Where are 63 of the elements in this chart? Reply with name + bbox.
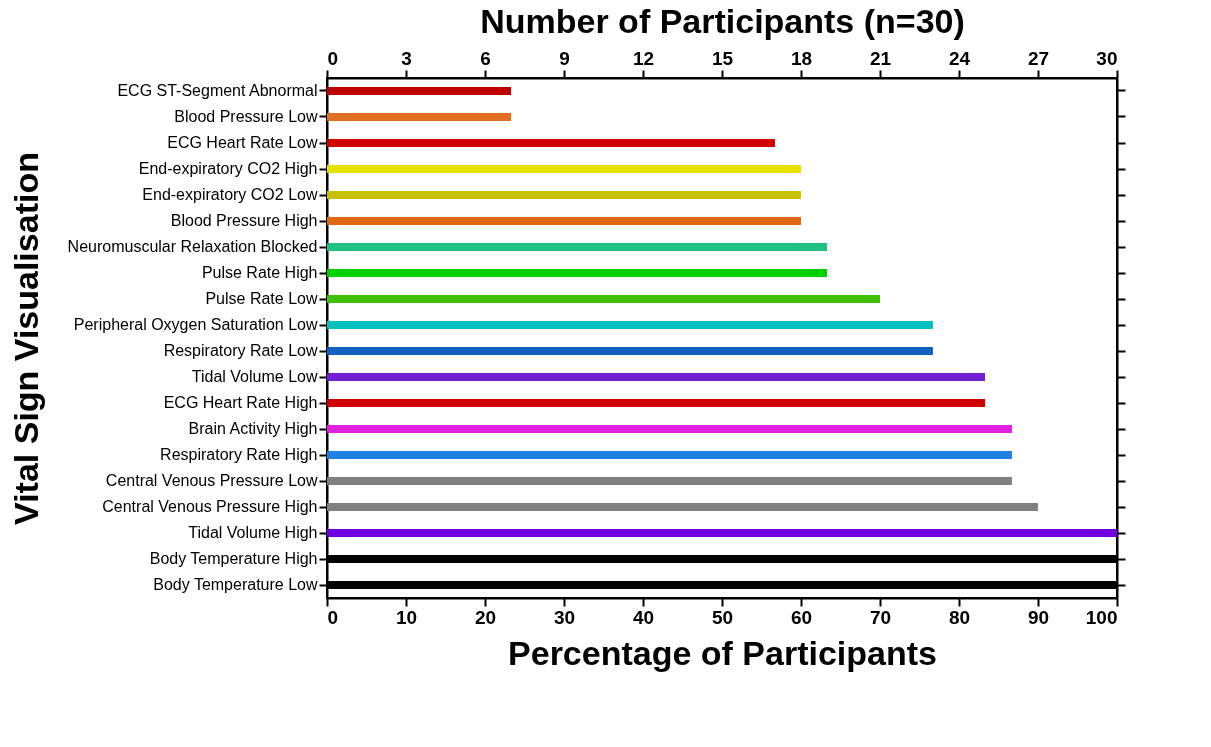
- y-tick-label: Tidal Volume High: [188, 524, 318, 541]
- y-tick-label: End-expiratory CO2 Low: [142, 186, 318, 203]
- x2-tick-label: 9: [559, 47, 570, 69]
- y-tick-label: Pulse Rate High: [201, 264, 318, 281]
- y-tick-label: Tidal Volume Low: [191, 368, 318, 385]
- y-tick-label: ECG Heart Rate High: [163, 394, 318, 411]
- y-tick-label: Blood Pressure Low: [174, 108, 318, 125]
- y-tick-label: Central Venous Pressure Low: [105, 472, 318, 489]
- y-tick-label: Brain Activity High: [188, 420, 318, 437]
- x-tick-label: 70: [869, 606, 892, 628]
- x2-tick-label: 21: [869, 47, 892, 69]
- x-axis-title: Percentage of Participants: [508, 633, 937, 672]
- y-axis-title: Vital Sign Visualisation: [6, 152, 45, 525]
- x2-tick-label: 6: [480, 47, 491, 69]
- bar: [327, 347, 933, 355]
- y-tick-label: End-expiratory CO2 High: [138, 160, 318, 177]
- bar: [327, 321, 933, 329]
- bar: [327, 217, 801, 225]
- x-tick-label: 0: [327, 606, 339, 628]
- bar: [327, 373, 986, 381]
- x2-tick-label: 15: [711, 47, 734, 69]
- y-tick-label: Blood Pressure High: [170, 212, 318, 229]
- y-tick-label: Body Temperature High: [149, 550, 318, 567]
- x-tick-label: 100: [1085, 606, 1118, 628]
- x2-tick-label: 30: [1096, 47, 1118, 69]
- x-tick-label: 40: [632, 606, 655, 628]
- y-tick-label: Pulse Rate Low: [205, 290, 318, 307]
- bar: [327, 165, 801, 173]
- bar: [327, 113, 512, 121]
- y-tick-label: Central Venous Pressure High: [102, 498, 318, 515]
- x-tick-label: 80: [948, 606, 971, 628]
- bar: [327, 269, 828, 277]
- bar: [327, 425, 1012, 433]
- x2-axis-title: Number of Participants (n=30): [480, 1, 965, 40]
- y-tick-label: Neuromuscular Relaxation Blocked: [67, 238, 318, 255]
- bar: [327, 399, 986, 407]
- x2-tick-label: 3: [401, 47, 412, 69]
- x2-tick-label: 12: [632, 47, 655, 69]
- y-tick-label: Respiratory Rate High: [160, 446, 318, 463]
- bar: [327, 529, 1117, 537]
- x-tick-label: 60: [790, 606, 813, 628]
- x-tick-label: 10: [395, 606, 418, 628]
- x2-tick-label: 18: [790, 47, 813, 69]
- y-tick-label: ECG Heart Rate Low: [167, 134, 318, 151]
- bar: [327, 139, 775, 147]
- bar: [327, 243, 828, 251]
- bar: [327, 295, 880, 303]
- x-tick-label: 90: [1027, 606, 1050, 628]
- x2-tick-label: 24: [948, 47, 971, 69]
- bar: [327, 191, 801, 199]
- bar: [327, 477, 1012, 485]
- x-tick-label: 30: [553, 606, 576, 628]
- y-tick-label: Body Temperature Low: [153, 576, 318, 593]
- x-tick-label: 50: [711, 606, 734, 628]
- bar: [327, 451, 1012, 459]
- bar: [327, 503, 1038, 511]
- x2-tick-label: 27: [1027, 47, 1050, 69]
- x-tick-label: 20: [474, 606, 497, 628]
- y-tick-label: Peripheral Oxygen Saturation Low: [73, 316, 318, 333]
- x2-tick-label: 0: [327, 47, 339, 69]
- bar: [327, 87, 512, 95]
- y-tick-label: ECG ST-Segment Abnormal: [117, 82, 318, 99]
- y-tick-label: Respiratory Rate Low: [163, 342, 318, 359]
